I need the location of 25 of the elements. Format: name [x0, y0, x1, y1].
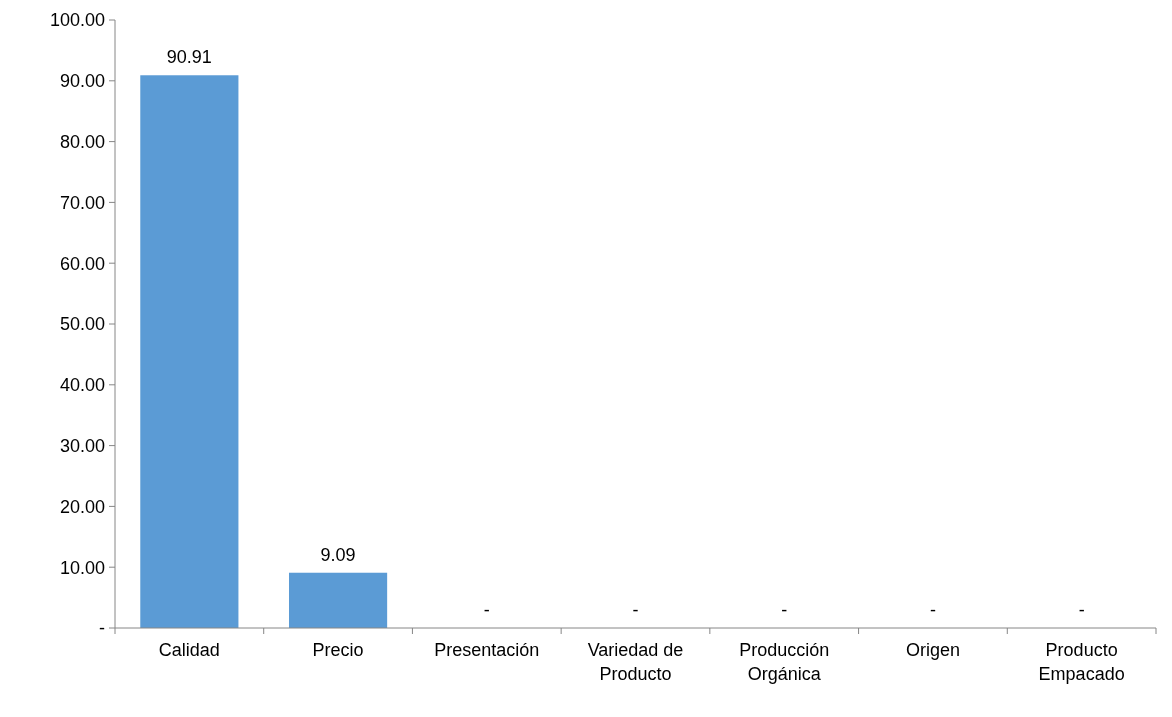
y-tick-label: 80.00	[59, 131, 105, 152]
y-tick-label: 20.00	[59, 496, 105, 517]
data-label: 90.91	[166, 47, 212, 68]
y-tick-label: -	[99, 618, 105, 639]
data-label: 9.09	[320, 544, 356, 565]
data-label: -	[781, 600, 788, 620]
x-tick-label: Presentación	[434, 640, 540, 660]
y-tick-label: 100.00	[49, 10, 105, 31]
y-tick-label: 90.00	[59, 71, 105, 92]
x-tick-label: Calidad	[158, 640, 220, 660]
x-tick-label: Precio	[312, 640, 364, 660]
y-tick-label: 10.00	[59, 557, 105, 578]
data-label: -	[1078, 600, 1085, 620]
y-tick-label: 30.00	[59, 435, 105, 456]
x-tick-label: Producción Orgánica	[739, 640, 830, 684]
y-tick-label: 70.00	[59, 192, 105, 213]
x-tick-label: Variedad de Producto	[587, 640, 684, 684]
y-tick-label: 50.00	[59, 314, 105, 335]
data-label: -	[632, 600, 639, 620]
data-label: -	[483, 600, 490, 620]
x-tick-label: Origen	[905, 640, 960, 660]
y-tick-label: 60.00	[59, 253, 105, 274]
data-label: -	[929, 600, 936, 620]
y-tick-label: 40.00	[59, 375, 105, 396]
x-tick-label: Producto Empacado	[1038, 640, 1125, 684]
